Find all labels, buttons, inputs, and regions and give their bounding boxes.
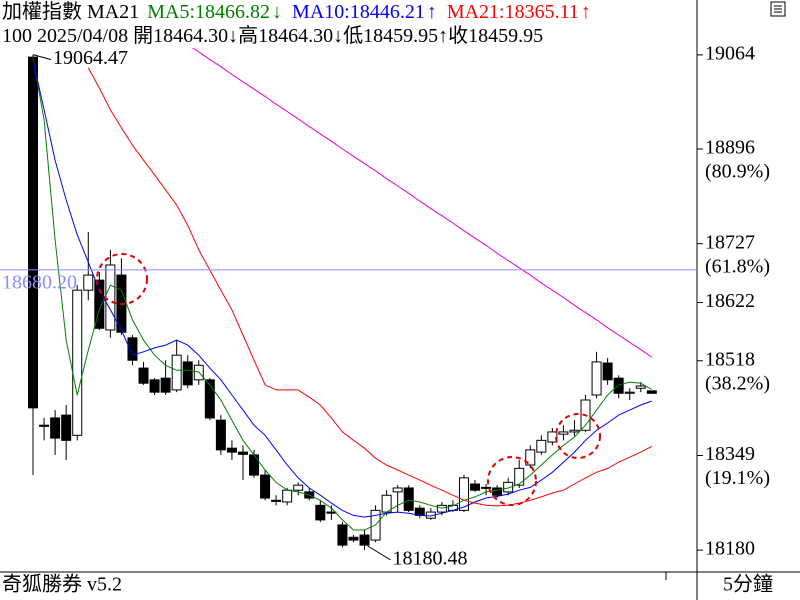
candle-body	[226, 447, 237, 453]
legend-entry: MA5:18466.82	[147, 1, 271, 23]
candle-body	[237, 451, 248, 455]
legend-entry: MA10:18446.21	[292, 1, 425, 23]
candle-body	[204, 379, 215, 419]
candle-body	[337, 524, 348, 546]
candle-body	[481, 486, 492, 489]
ma-line	[87, 67, 653, 507]
candle-body	[635, 385, 646, 389]
candle-body	[249, 454, 260, 476]
candle-body	[315, 504, 326, 521]
y-tick-label: 19064	[705, 42, 755, 64]
period[interactable]: 5分鐘	[723, 573, 773, 596]
candle-body	[348, 536, 359, 541]
candle-body	[403, 487, 414, 511]
y-tick-note: (19.1%)	[705, 467, 770, 489]
annotation-leader	[367, 545, 391, 561]
candle-body	[569, 429, 580, 433]
candle-body	[558, 431, 569, 435]
candle-body	[83, 274, 94, 291]
candle-body	[28, 56, 39, 409]
candle-body	[271, 499, 282, 502]
candle-body	[359, 534, 370, 546]
y-tick-note: (38.2%)	[705, 372, 770, 394]
chart-title: 加權指數 MA21	[2, 1, 140, 23]
header: 加權指數 MA21 MA5:18466.82 ↓ MA10:18446.21 ↑ MA21…	[2, 0, 601, 48]
legend-trend: ↓	[272, 1, 283, 23]
candle-body	[72, 289, 83, 436]
annotation: 19064.47	[53, 47, 128, 69]
candle-body	[492, 487, 503, 496]
candle-body	[160, 377, 171, 393]
info-row: 100 2025/04/08 開18464.30↓高18464.30↓低1845…	[2, 24, 601, 48]
candle-body	[94, 279, 105, 329]
candle-body	[326, 511, 337, 514]
candle-body	[436, 504, 447, 513]
candle-body	[624, 391, 635, 394]
candle-body	[61, 414, 72, 441]
y-tick-label: 18349	[705, 443, 755, 465]
candle-body	[293, 484, 304, 491]
candle-body	[215, 419, 226, 451]
annotation: 18180.48	[393, 547, 468, 569]
candle-body	[39, 424, 50, 427]
y-tick-label: 18622	[705, 290, 755, 312]
legend-trend: ↑	[580, 1, 591, 23]
reference-label: 18680.20	[2, 272, 77, 294]
candle-body	[646, 390, 657, 394]
ma-line	[32, 57, 653, 531]
candle-body	[50, 417, 61, 439]
legend-entry: MA21:18365.11	[446, 1, 579, 23]
highlight-circle	[96, 253, 148, 305]
ma-line	[32, 59, 652, 518]
candle-body	[138, 367, 149, 384]
candle-body	[127, 337, 138, 361]
y-tick-note: (61.8%)	[705, 255, 770, 277]
legend-row: 加權指數 MA21 MA5:18466.82 ↓ MA10:18446.21 ↑ MA21…	[2, 0, 601, 24]
candle-body	[182, 361, 193, 386]
y-tick-label: 18727	[705, 231, 755, 253]
candle-body	[149, 379, 160, 393]
ma-line	[192, 48, 653, 358]
candle-body	[525, 449, 536, 466]
candle-body	[591, 361, 602, 396]
annotation-leader	[32, 54, 52, 61]
candle-body	[613, 377, 624, 394]
candle-body	[602, 362, 613, 381]
app-name: 奇狐勝券 v5.2	[2, 573, 122, 596]
y-tick-label: 18518	[705, 348, 755, 370]
candle-body	[260, 474, 271, 499]
candle-body	[171, 354, 182, 391]
highlight-circle	[555, 413, 601, 459]
candle-body	[458, 477, 469, 511]
plot-area	[28, 48, 657, 550]
highlight-circle	[487, 456, 537, 506]
candle-body	[536, 439, 547, 453]
info: 100 2025/04/08 開18464.30↓高18464.30↓低1845…	[2, 25, 544, 47]
candle-body	[392, 487, 403, 493]
legend-trend: ↑	[426, 1, 437, 23]
candle-body	[503, 481, 514, 493]
candle-body	[470, 483, 481, 491]
y-tick-label: 18896	[705, 137, 755, 159]
candle-body	[381, 494, 392, 513]
y-tick-label: 18180	[705, 538, 755, 560]
y-tick-note: (80.9%)	[705, 161, 770, 183]
candle-body	[282, 489, 293, 503]
candle-body	[105, 264, 116, 331]
candle-body	[514, 467, 525, 486]
